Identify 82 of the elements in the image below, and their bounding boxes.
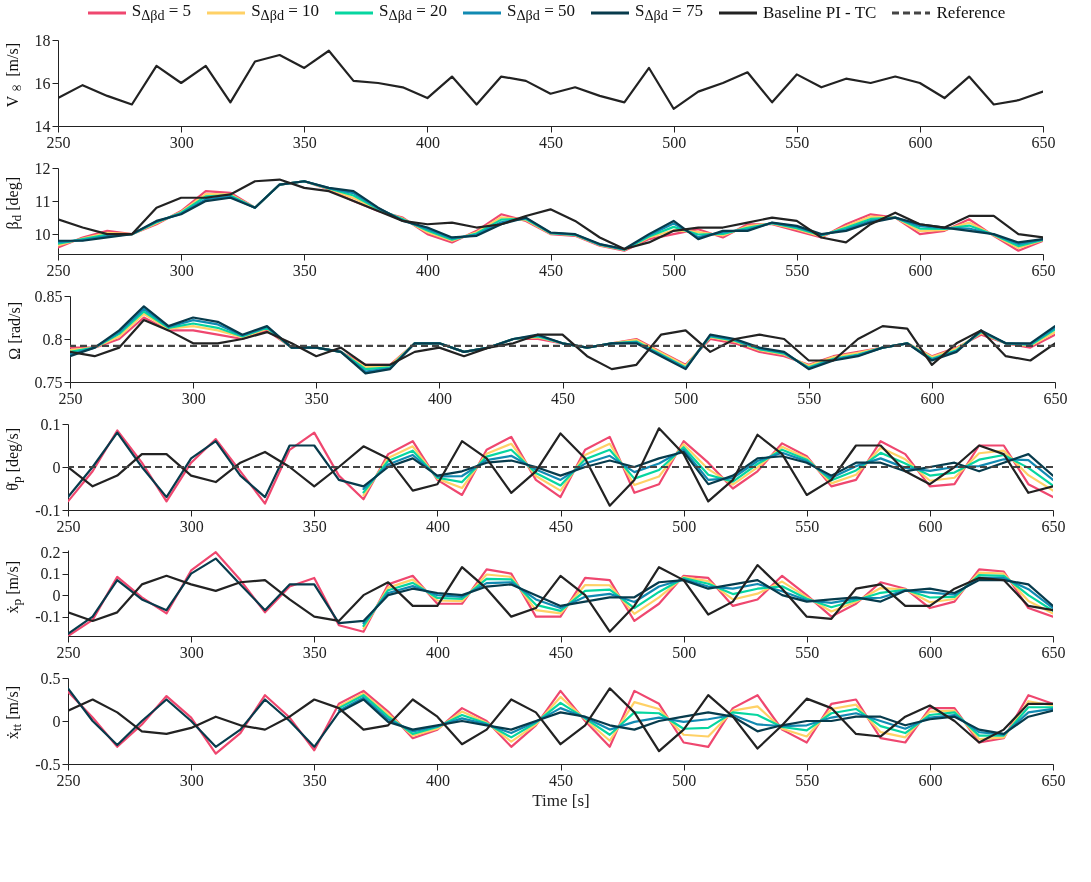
- y-tick-label: 0.2: [40, 543, 61, 561]
- x-tick-label: 300: [179, 643, 204, 661]
- x-tick-label: 550: [785, 261, 810, 279]
- y-tick-label: 0: [52, 586, 61, 604]
- y-tick-label: 0: [52, 712, 61, 730]
- x-tick-label: 400: [425, 771, 450, 789]
- x-tick-label: 550: [795, 771, 820, 789]
- x-tick-label: 350: [292, 261, 317, 279]
- x-tick-label: 350: [292, 133, 317, 151]
- x-tick-label: 250: [56, 771, 81, 789]
- x-tick-label: 300: [181, 389, 206, 407]
- x-tick-label: 650: [1041, 517, 1066, 535]
- x-tick-label: 250: [46, 261, 71, 279]
- x-tick-label: 550: [797, 389, 822, 407]
- x-tick-label: 550: [785, 133, 810, 151]
- x-axis-title: Time [s]: [532, 790, 590, 810]
- x-tick-label: 300: [179, 771, 204, 789]
- x-tick-label: 500: [672, 771, 697, 789]
- x-tick-label: 650: [1031, 133, 1056, 151]
- x-tick-label: 450: [539, 261, 563, 279]
- y-tick-label: 12: [34, 159, 51, 177]
- y-tick-label: -0.1: [35, 608, 61, 626]
- x-tick-label: 350: [302, 771, 327, 789]
- y-tick-label: 0.1: [40, 565, 61, 583]
- x-tick-label: 500: [672, 643, 697, 661]
- y-tick-label: 0.75: [34, 373, 63, 391]
- x-tick-label: 600: [920, 389, 945, 407]
- x-tick-label: 650: [1041, 771, 1066, 789]
- x-tick-label: 650: [1041, 643, 1066, 661]
- x-tick-label: 450: [549, 771, 573, 789]
- x-tick-label: 450: [539, 133, 563, 151]
- legend-label: S$_{Δβd}$ = 50: [507, 1, 575, 25]
- y-tick-label: 14: [34, 117, 51, 135]
- x-tick-label: 600: [918, 517, 943, 535]
- x-tick-label: 550: [795, 643, 820, 661]
- y-tick-label: 11: [35, 192, 51, 210]
- y-tick-label: 16: [34, 74, 51, 92]
- y-tick-label: 10: [34, 225, 51, 243]
- y-tick-label: 0.5: [40, 669, 61, 687]
- legend-label: S$_{Δβd}$ = 75: [634, 1, 703, 25]
- x-tick-label: 400: [425, 517, 450, 535]
- legend-label: Reference: [936, 3, 1006, 23]
- x-tick-label: 400: [425, 643, 450, 661]
- x-tick-label: 550: [795, 517, 820, 535]
- y-tick-label: -0.1: [35, 501, 61, 519]
- y-tick-label: 0.8: [42, 330, 63, 348]
- y-axis-title: Ω [rad/s]: [6, 302, 24, 360]
- x-tick-label: 600: [908, 133, 933, 151]
- x-tick-label: 400: [415, 133, 440, 151]
- y-tick-label: 0: [52, 458, 61, 476]
- y-tick-label: 0.85: [34, 287, 63, 305]
- y-tick-label: -0.5: [35, 755, 61, 773]
- legend-label: S$_{Δβd}$ = 5: [131, 1, 192, 25]
- x-tick-label: 500: [662, 133, 687, 151]
- x-tick-label: 600: [908, 261, 933, 279]
- x-tick-label: 450: [551, 389, 575, 407]
- x-tick-label: 650: [1031, 261, 1056, 279]
- x-tick-label: 500: [672, 517, 697, 535]
- x-tick-label: 250: [46, 133, 71, 151]
- x-tick-label: 400: [415, 261, 440, 279]
- x-tick-label: 450: [549, 517, 573, 535]
- x-tick-label: 400: [427, 389, 452, 407]
- x-tick-label: 600: [918, 643, 943, 661]
- x-tick-label: 350: [302, 643, 327, 661]
- x-tick-label: 500: [662, 261, 687, 279]
- x-tick-label: 250: [56, 643, 81, 661]
- x-tick-label: 250: [56, 517, 81, 535]
- x-tick-label: 300: [179, 517, 204, 535]
- x-tick-label: 350: [304, 389, 329, 407]
- x-tick-label: 300: [169, 133, 194, 151]
- x-tick-label: 450: [549, 643, 573, 661]
- x-tick-label: 250: [58, 389, 83, 407]
- y-tick-label: 0.1: [40, 415, 61, 433]
- x-tick-label: 600: [918, 771, 943, 789]
- x-tick-label: 650: [1043, 389, 1068, 407]
- x-tick-label: 350: [302, 517, 327, 535]
- y-tick-label: 18: [34, 31, 51, 49]
- legend-label: Baseline PI - TC: [762, 3, 877, 23]
- x-tick-label: 500: [674, 389, 699, 407]
- x-tick-label: 300: [169, 261, 194, 279]
- legend-label: S$_{Δβd}$ = 20: [379, 1, 448, 25]
- legend-label: S$_{Δβd}$ = 10: [251, 1, 320, 25]
